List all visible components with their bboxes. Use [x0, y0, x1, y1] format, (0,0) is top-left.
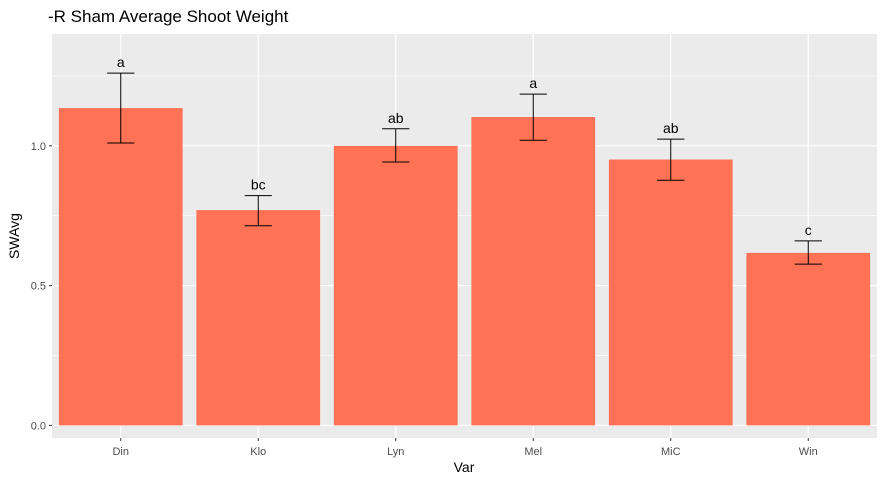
- bars: [58, 108, 871, 426]
- bar-mic: [608, 159, 733, 426]
- y-axis-title: SWAvg: [6, 213, 22, 259]
- x-tick-label: Lyn: [387, 446, 404, 458]
- significance-label-lyn: ab: [388, 110, 404, 126]
- error-bar-mel: [519, 93, 547, 141]
- x-axis-ticks: Din Klo Lyn Mel MiC Win: [112, 438, 818, 458]
- bar-lyn: [333, 145, 458, 426]
- significance-label-mel: a: [529, 75, 537, 91]
- error-bar-din: [107, 72, 135, 144]
- y-tick-label: 0.5: [31, 281, 46, 293]
- x-tick-label: Win: [799, 446, 818, 458]
- plot-panel: [52, 34, 877, 438]
- error-bar-mic: [657, 138, 685, 181]
- chart-title: -R Sham Average Shoot Weight: [48, 7, 289, 26]
- y-axis-ticks: 0.0 0.5 1.0: [31, 141, 52, 432]
- significance-label-win: c: [805, 222, 812, 238]
- error-bar-klo: [244, 195, 272, 227]
- x-tick-label: Din: [112, 446, 129, 458]
- x-tick-label: Mel: [524, 446, 542, 458]
- y-tick-label: 1.0: [31, 141, 46, 153]
- bar-din: [58, 108, 183, 426]
- error-bar-win: [794, 240, 822, 265]
- x-axis-title: Var: [454, 459, 475, 475]
- bar-mel: [471, 117, 596, 426]
- error-bar-lyn: [382, 128, 410, 163]
- bar-klo: [196, 210, 321, 426]
- y-tick-label: 0.0: [31, 420, 46, 432]
- bar-win: [746, 252, 871, 426]
- error-bars: [107, 72, 822, 265]
- grid-minor: [52, 75, 877, 356]
- significance-label-klo: bc: [251, 177, 266, 193]
- significance-label-mic: ab: [663, 120, 679, 136]
- x-tick-label: MiC: [661, 446, 681, 458]
- x-tick-label: Klo: [250, 446, 266, 458]
- significance-label-din: a: [117, 54, 125, 70]
